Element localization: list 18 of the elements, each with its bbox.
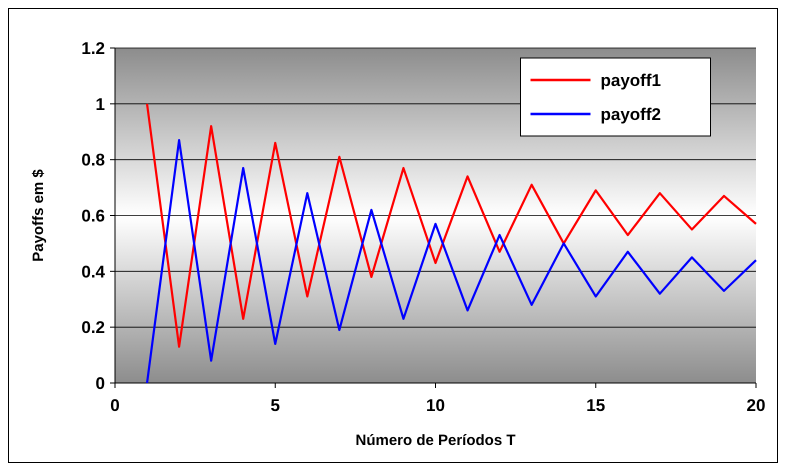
line-series (146, 139, 758, 384)
y-tick-label: 0.6 (81, 206, 105, 226)
y-tick-label: 0.2 (81, 318, 105, 338)
x-tick-label: 0 (110, 396, 120, 415)
x-tick-label: 10 (426, 396, 445, 415)
x-tick-label: 5 (270, 396, 280, 415)
line-series (146, 102, 758, 348)
legend-label: payoff1 (600, 70, 661, 90)
y-tick-label: 1 (96, 94, 105, 114)
y-tick-label: 1.2 (81, 38, 105, 58)
legend-label: payoff2 (600, 104, 661, 124)
y-tick-label: 0 (96, 374, 105, 393)
y-axis-title: Payoffs em $ (30, 168, 47, 262)
x-tick-label: 20 (746, 396, 766, 415)
y-tick-label: 0.4 (81, 262, 106, 282)
y-tick-label: 0.8 (81, 150, 105, 170)
x-axis-title: Número de Períodos T (355, 432, 516, 449)
x-tick-label: 15 (586, 396, 606, 415)
